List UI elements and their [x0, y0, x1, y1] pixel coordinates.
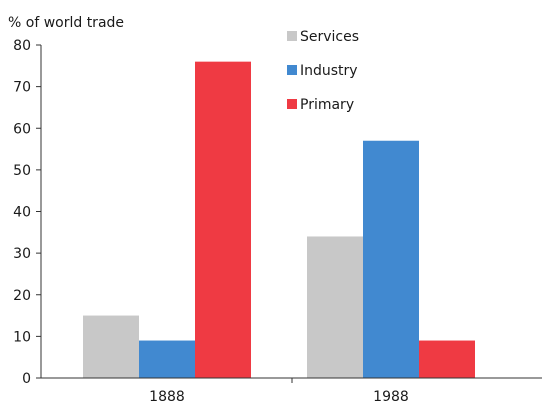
bar-industry-1988 [363, 140, 419, 378]
y-tick-label: 20 [13, 288, 31, 304]
legend-swatch-industry [287, 65, 297, 75]
x-tick-label-1988: 1988 [373, 389, 409, 405]
bar-services-1988 [307, 236, 363, 378]
axes: 0 10 20 30 40 50 60 70 80 1888 1988 [13, 38, 542, 405]
y-tick-label: 0 [22, 371, 31, 387]
legend-label-services: Services [300, 29, 359, 45]
y-axis-label: % of world trade [8, 15, 124, 31]
bar-services-1888 [83, 315, 139, 378]
bars [83, 61, 475, 379]
y-tick-label: 30 [13, 246, 31, 262]
legend-swatch-services [287, 31, 297, 41]
legend-label-primary: Primary [300, 97, 354, 113]
y-tick-label: 60 [13, 121, 31, 137]
bar-primary-1988 [419, 340, 475, 378]
bar-industry-1888 [139, 340, 195, 378]
legend: Services Industry Primary [287, 29, 359, 113]
y-tick-label: 70 [13, 80, 31, 96]
y-tick-label: 50 [13, 163, 31, 179]
y-tick-label: 80 [13, 38, 31, 54]
legend-swatch-primary [287, 99, 297, 109]
y-tick-label: 40 [13, 205, 31, 221]
x-tick-label-1888: 1888 [149, 389, 185, 405]
bar-primary-1888 [195, 61, 251, 379]
y-tick-label: 10 [13, 329, 31, 345]
legend-label-industry: Industry [300, 63, 358, 79]
